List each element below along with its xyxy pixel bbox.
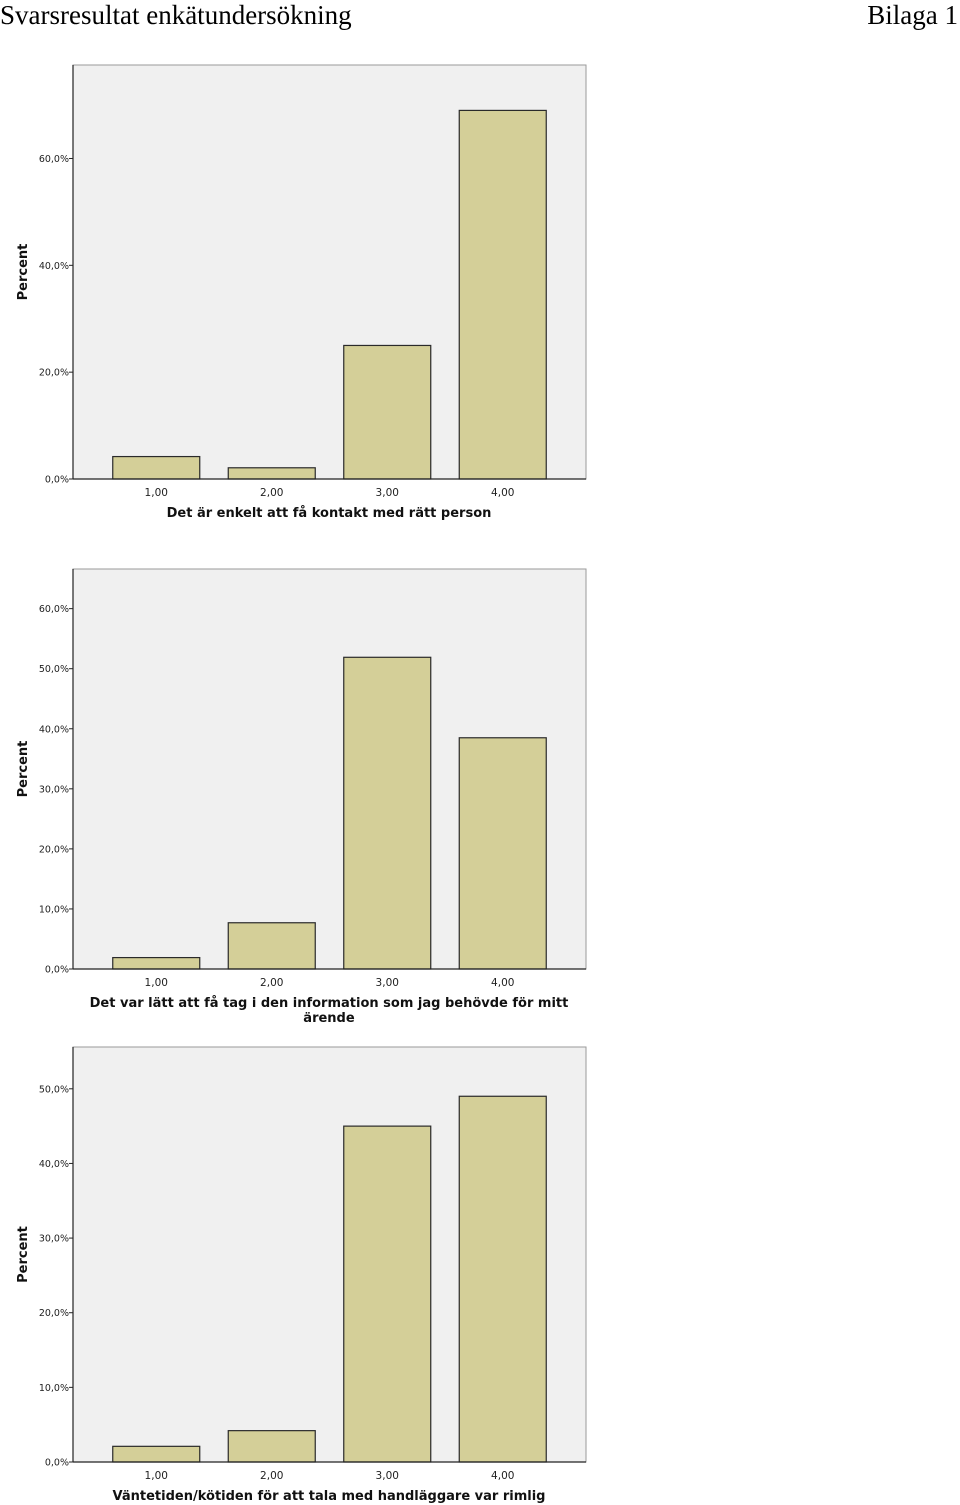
y-tick-label: 60,0% (39, 154, 69, 165)
page-title: Svarsresultat enkätundersökning (0, 0, 352, 30)
bar-chart-information: 1,00 2,00 3,00 4,00 0,0% 10,0% 20,0% 30,0% 40,0%… (16, 568, 587, 1026)
bar-4 (458, 737, 547, 970)
appendix-label: Bilaga 1 (867, 0, 958, 30)
bar-chart-contact: 1,00 2,00 3,00 4,00 0,0% 20,0% 40,0% 60,0% Perce… (16, 64, 587, 521)
bar-2 (227, 922, 316, 970)
x-tick-label: 1,00 (145, 487, 168, 499)
y-tick-label: 20,0% (39, 844, 69, 855)
y-tick-label: 0,0% (45, 475, 69, 486)
bar-4 (458, 109, 547, 480)
y-tick-label: 50,0% (39, 1084, 69, 1095)
bar-1 (112, 455, 201, 480)
bar-1 (112, 1445, 201, 1463)
x-axis-label: Det är enkelt att få kontakt med rätt pe… (167, 506, 492, 521)
x-tick-label: 3,00 (376, 1470, 399, 1482)
y-axis-label: Percent (16, 1226, 31, 1283)
y-tick-label: 20,0% (39, 1308, 69, 1319)
x-tick-label: 1,00 (145, 977, 168, 989)
y-tick-label: 40,0% (39, 1159, 69, 1170)
x-axis-label: Det var lätt att få tag i den informatio… (90, 996, 569, 1011)
bar-3 (343, 344, 432, 480)
x-axis-label: ärende (303, 1011, 355, 1026)
x-tick-label: 4,00 (491, 487, 514, 499)
y-axis-label: Percent (16, 741, 31, 798)
y-tick-label: 10,0% (39, 1383, 69, 1394)
x-axis-label: Väntetiden/kötiden för att tala med hand… (113, 1489, 546, 1504)
y-tick-label: 30,0% (39, 784, 69, 795)
x-tick-label: 2,00 (260, 487, 283, 499)
bar-4 (458, 1095, 547, 1463)
bar-3 (343, 1125, 432, 1463)
x-tick-label: 4,00 (491, 977, 514, 989)
y-axis-label: Percent (16, 244, 31, 301)
y-tick-label: 50,0% (39, 664, 69, 675)
bar-chart-waiting-time: 1,00 2,00 3,00 4,00 0,0% 10,0% 20,0% 30,0% 40,0%… (16, 1046, 587, 1504)
bar-2 (227, 1430, 316, 1463)
x-tick-label: 2,00 (260, 1470, 283, 1482)
y-tick-label: 40,0% (39, 261, 69, 272)
y-tick-label: 20,0% (39, 368, 69, 379)
y-tick-label: 10,0% (39, 904, 69, 915)
y-tick-label: 60,0% (39, 604, 69, 615)
y-tick-label: 0,0% (45, 965, 69, 976)
x-tick-label: 4,00 (491, 1470, 514, 1482)
x-tick-label: 1,00 (145, 1470, 168, 1482)
y-tick-label: 0,0% (45, 1458, 69, 1469)
bar-1 (112, 956, 201, 970)
y-tick-label: 40,0% (39, 724, 69, 735)
x-tick-label: 2,00 (260, 977, 283, 989)
bar-3 (343, 656, 432, 970)
x-tick-label: 3,00 (376, 977, 399, 989)
y-tick-label: 30,0% (39, 1234, 69, 1245)
x-tick-label: 3,00 (376, 487, 399, 499)
bar-2 (227, 467, 316, 480)
